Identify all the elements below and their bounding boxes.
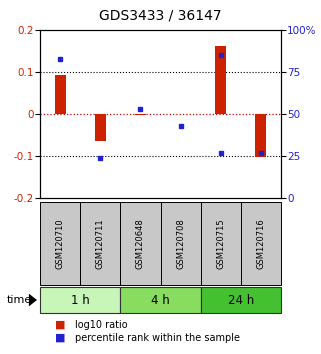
Polygon shape [29,294,37,306]
Text: ■: ■ [55,333,65,343]
Text: GDS3433 / 36147: GDS3433 / 36147 [99,9,222,23]
Text: GSM120716: GSM120716 [256,218,265,269]
Text: 24 h: 24 h [228,293,254,307]
Bar [255,114,266,156]
Text: GSM120715: GSM120715 [216,218,225,269]
Text: GSM120708: GSM120708 [176,218,185,269]
Text: 4 h: 4 h [151,293,170,307]
Text: GSM120710: GSM120710 [56,218,65,269]
Bar [95,114,106,141]
Text: log10 ratio: log10 ratio [75,320,128,330]
Bar [135,114,146,115]
Text: 1 h: 1 h [71,293,90,307]
Text: ■: ■ [55,320,65,330]
Text: time: time [6,295,32,305]
Text: percentile rank within the sample: percentile rank within the sample [75,333,240,343]
Text: GSM120648: GSM120648 [136,218,145,269]
Bar [55,75,66,114]
Text: GSM120711: GSM120711 [96,218,105,269]
Bar [215,46,226,114]
